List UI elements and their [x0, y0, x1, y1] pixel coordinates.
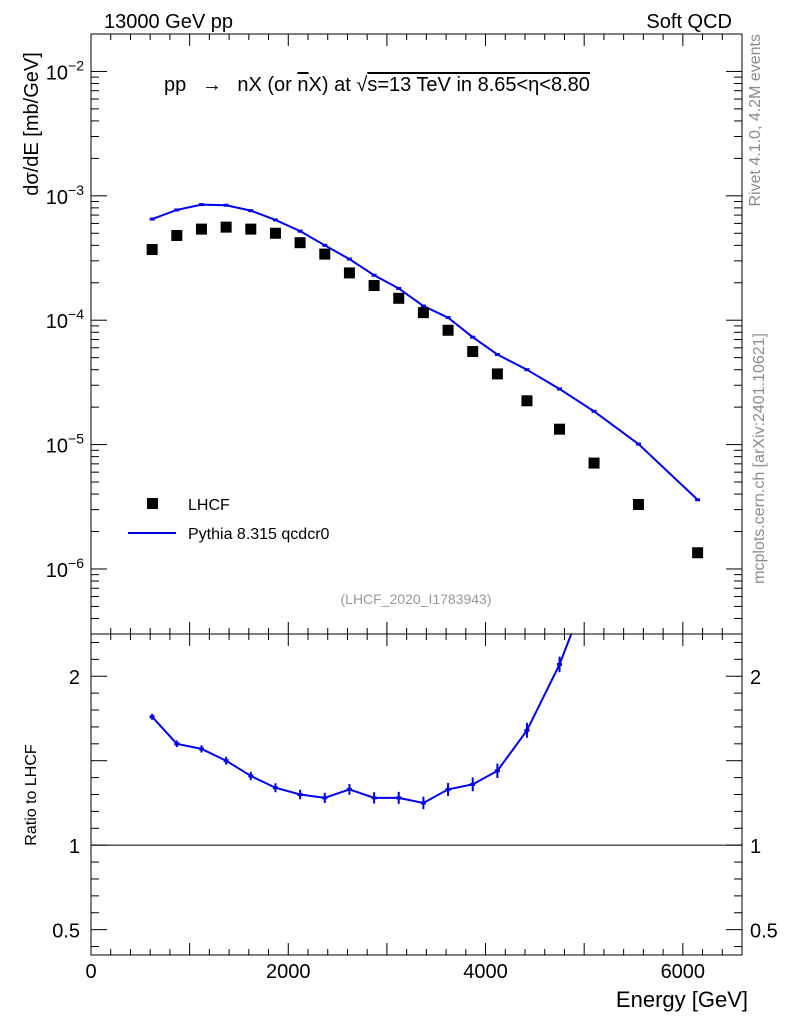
- mcplots-label: mcplots.cern.ch [arXiv:2401.10621]: [751, 333, 768, 584]
- mc-line: [151, 203, 699, 501]
- data-point: [269, 227, 281, 239]
- y-tick-label: 10−4: [46, 306, 84, 333]
- data-point: [171, 229, 183, 241]
- legend: LHCF Pythia 8.315 qcdcr0: [128, 497, 330, 543]
- ratio-y-tick-label: 0.5: [52, 921, 80, 943]
- ratio-tick-labels: 0.5 0.5 1 1 2 2 0 2000 4000 6000: [52, 667, 778, 983]
- ratio-axis-ticks: [90, 634, 743, 955]
- rivet-label: Rivet 4.1.0, 4.2M events: [747, 34, 764, 207]
- data-point: [343, 267, 355, 279]
- data-point: [632, 498, 644, 510]
- analysis-id: (LHCF_2020_I1783943): [341, 591, 492, 607]
- data-point: [319, 248, 331, 260]
- ratio-frame: [90, 633, 743, 956]
- x-tick-label: 6000: [661, 961, 706, 983]
- data-point: [588, 457, 600, 469]
- data-point: [554, 423, 566, 435]
- mc-series: [149, 203, 701, 502]
- data-point: [442, 324, 454, 336]
- ratio-y-tick-label: 2: [69, 667, 80, 689]
- data-series: [146, 221, 704, 559]
- ratio-panel: 0.5 0.5 1 1 2 2 0 2000 4000 6000 Ratio to LHCF En…: [23, 634, 778, 1012]
- x-tick-label: 4000: [463, 961, 508, 983]
- main-panel: 10−6 10−5 10−4 10−3 10−2 dσ/dE [mb/GeV] pp →…: [21, 33, 743, 635]
- ratio-y-tick-label: 1: [69, 836, 80, 858]
- main-y-tick-labels: 10−6 10−5 10−4 10−3 10−2: [46, 57, 84, 582]
- ratio-series: [149, 634, 573, 810]
- data-point: [692, 547, 704, 559]
- x-tick-label: 0: [85, 961, 96, 983]
- data-point: [393, 292, 405, 304]
- ratio-y-tick-label-right: 2: [750, 667, 761, 689]
- data-point: [294, 237, 306, 249]
- ratio-line: [151, 634, 573, 805]
- x-tick-label: 2000: [266, 961, 311, 983]
- data-point: [467, 346, 479, 358]
- plot-title: pp → nX (or nX) at √s=13 TeV in 8.65<η<8…: [164, 74, 590, 96]
- legend-data-marker: [147, 498, 158, 509]
- y-tick-label: 10−3: [46, 182, 84, 209]
- y-tick-label: 10−6: [46, 555, 84, 582]
- data-point: [220, 221, 232, 233]
- ratio-y-axis-label: Ratio to LHCF: [23, 744, 40, 846]
- x-axis-label: Energy [GeV]: [616, 987, 748, 1012]
- y-tick-label: 10−2: [46, 57, 84, 84]
- data-point: [417, 307, 429, 319]
- data-point: [491, 368, 503, 380]
- ratio-y-tick-label-right: 0.5: [750, 921, 778, 943]
- legend-data-label: LHCF: [188, 497, 230, 514]
- legend-mc-label: Pythia 8.315 qcdcr0: [188, 526, 330, 543]
- main-y-axis-label: dσ/dE [mb/GeV]: [21, 52, 43, 196]
- header-right: Soft QCD: [646, 11, 732, 33]
- data-point: [521, 395, 533, 407]
- header-left: 13000 GeV pp: [104, 11, 233, 33]
- data-point: [195, 223, 207, 235]
- data-point: [245, 223, 257, 235]
- data-point: [368, 280, 380, 292]
- y-tick-label: 10−5: [46, 431, 84, 458]
- main-frame: [90, 33, 743, 635]
- ratio-y-tick-label-right: 1: [750, 836, 761, 858]
- main-axis-ticks: [90, 33, 743, 635]
- data-point: [146, 244, 158, 256]
